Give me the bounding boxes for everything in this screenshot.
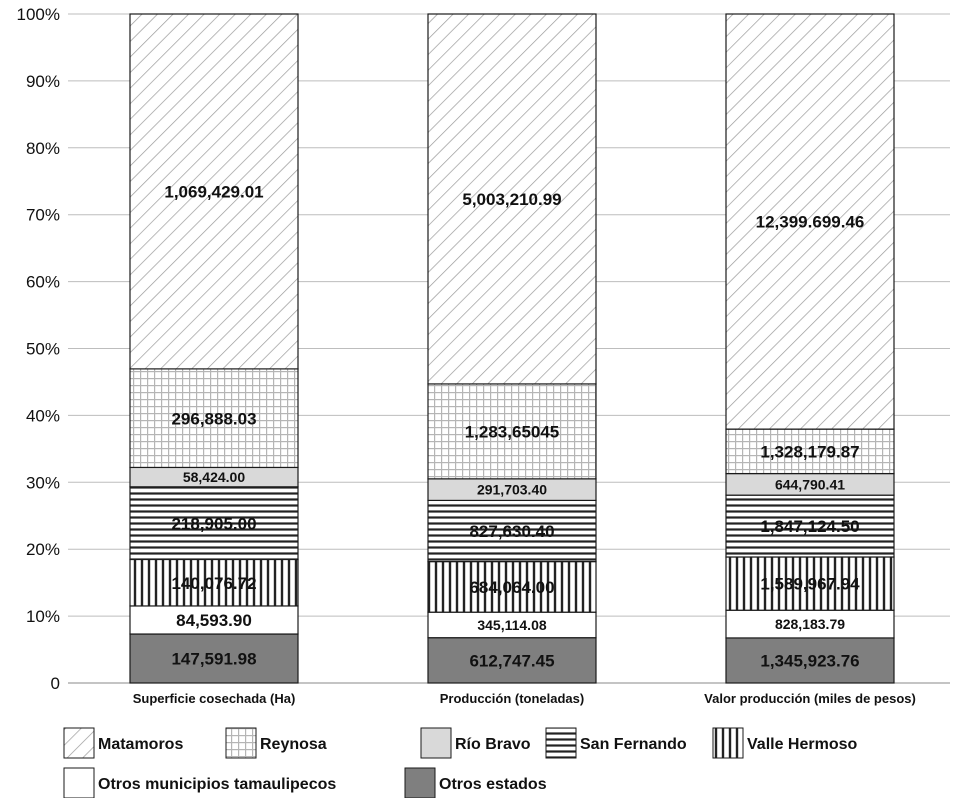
legend-label: Otros estados: [439, 776, 547, 793]
legend-swatch: [420, 727, 452, 759]
legend-label: Otros municipios tamaulipecos: [98, 776, 336, 793]
bar-segment-matamoros: [427, 13, 597, 385]
legend-label: Matamoros: [98, 736, 183, 753]
bar-stacks: [129, 13, 895, 684]
data-label: 84,593.90: [176, 611, 252, 630]
legend-label: San Fernando: [580, 736, 687, 753]
bar-segment-otros-municipios-tamaulipecos: [725, 609, 895, 639]
y-tick-label: 0: [51, 674, 60, 693]
category-label: Producción (toneladas): [440, 691, 584, 706]
data-labels: 147,591.98 84,593.90 140,076.72 218,905.00 5…: [164, 183, 864, 671]
bar-segment-valle-hermoso: [427, 560, 597, 613]
legend-swatch: [225, 727, 257, 759]
data-label: 1,345,923.76: [760, 652, 859, 671]
legend-item-matamoros: Matamoros: [63, 727, 183, 759]
legend-item-otros-estados: Otros estados: [404, 767, 547, 798]
data-label: 147,591.98: [171, 650, 256, 669]
data-label: 1,328,179.87: [760, 442, 859, 461]
y-tick-label: 30%: [26, 473, 60, 492]
data-label: 296,888.03: [171, 409, 256, 428]
bar-segment-otros-estados: [725, 637, 895, 684]
legend-item-reynosa: Reynosa: [225, 727, 327, 759]
y-tick-label: 60%: [26, 273, 60, 292]
legend-swatch: [63, 727, 95, 759]
data-label: 827,630.40: [469, 522, 554, 541]
legend-item-otros-municipios-tamaulipecos: Otros municipios tamaulipecos: [63, 767, 336, 798]
bar-segment-reynosa: [725, 428, 895, 475]
legend-item-valle-hermoso: Valle Hermoso: [712, 727, 858, 759]
data-label: 140,076.72: [171, 574, 256, 593]
bar-segment-reynosa: [129, 368, 299, 469]
y-tick-label: 70%: [26, 206, 60, 225]
bar-segment-san-fernando: [427, 499, 597, 563]
bar-segment-matamoros: [129, 13, 299, 370]
category-label: Superficie cosechada (Ha): [133, 691, 296, 706]
y-tick-label: 10%: [26, 607, 60, 626]
legend-label: Reynosa: [260, 736, 327, 753]
legend-swatch: [545, 727, 577, 759]
y-tick-label: 50%: [26, 340, 60, 359]
data-label: 345,114.08: [477, 617, 547, 633]
legend-swatch: [404, 767, 436, 798]
bar-segment-san-fernando: [725, 494, 895, 558]
bar-segment-otros-municipios-tamaulipecos: [129, 605, 299, 635]
data-label: 291,703.40: [477, 482, 547, 498]
y-tick-label: 100%: [17, 5, 60, 24]
bar-segment-otros-estados: [129, 633, 299, 684]
y-tick-label: 20%: [26, 540, 60, 559]
bar-segment-matamoros: [725, 13, 895, 430]
legend: Matamoros Reynosa Río Bravo San Fernando Val…: [63, 727, 858, 798]
legend-label: Río Bravo: [455, 736, 531, 753]
data-label: 1,283,65045: [465, 423, 560, 442]
x-axis-category-labels: Superficie cosechada (Ha) Producción (ton…: [133, 691, 916, 706]
legend-item-rio-bravo: Río Bravo: [420, 727, 531, 759]
y-tick-label: 90%: [26, 72, 60, 91]
data-label: 218,905.00: [171, 514, 256, 533]
legend-swatch: [63, 767, 95, 798]
data-label: 644,790.41: [775, 476, 845, 492]
data-label: 5,003,210.99: [462, 190, 561, 209]
legend-swatch: [712, 727, 744, 759]
data-label: 58,424.00: [183, 469, 245, 485]
data-label: 1,069,429.01: [164, 183, 263, 202]
data-label: 684,064.00: [469, 578, 554, 597]
y-axis-tick-labels: 0 10% 20% 30% 40% 50% 60% 70% 80% 90% 100%: [17, 5, 60, 693]
category-label: Valor producción (miles de pesos): [704, 691, 916, 706]
bar-segment-san-fernando: [129, 486, 299, 561]
y-tick-label: 80%: [26, 139, 60, 158]
y-tick-label: 40%: [26, 406, 60, 425]
legend-item-san-fernando: San Fernando: [545, 727, 687, 759]
bar-segment-otros-estados: [427, 637, 597, 684]
bar-segment-valle-hermoso: [129, 558, 299, 607]
data-label: 12,399.699.46: [756, 213, 865, 232]
bar-segment-reynosa: [427, 383, 597, 480]
data-label: 828,183.79: [775, 616, 845, 632]
bar-segment-otros-municipios-tamaulipecos: [427, 611, 597, 639]
data-label: 1,847,124.50: [760, 517, 859, 536]
data-label: 612,747.45: [469, 651, 554, 670]
bar-segment-valle-hermoso: [725, 556, 895, 611]
legend-label: Valle Hermoso: [747, 736, 858, 753]
data-label: 1,589,967.94: [760, 575, 860, 594]
